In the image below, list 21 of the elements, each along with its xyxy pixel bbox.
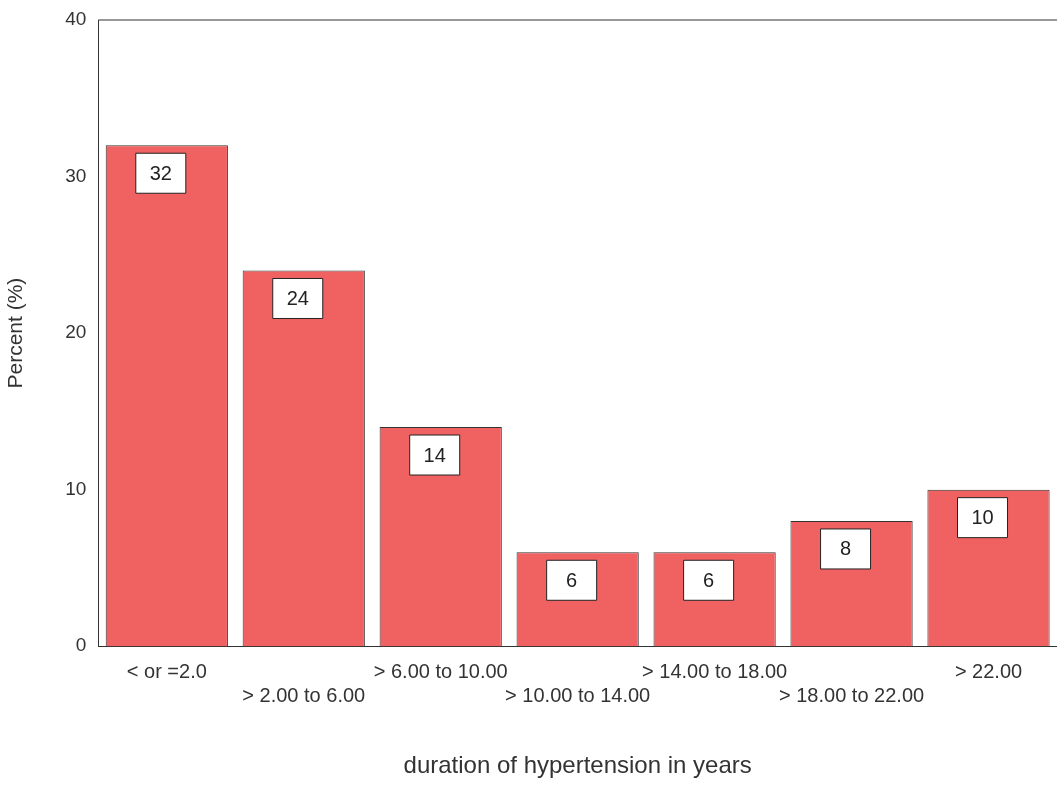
y-tick-label: 0: [75, 634, 87, 656]
y-tick-label: 30: [65, 164, 87, 186]
x-tick-label: > 10.00 to 14.00: [505, 683, 651, 706]
data-label: 14: [423, 443, 446, 466]
data-label: 32: [149, 161, 172, 184]
x-tick-label: > 6.00 to 10.00: [373, 659, 508, 682]
y-tick-label: 20: [65, 321, 87, 343]
data-label: 10: [971, 506, 994, 529]
x-tick-label: > 18.00 to 22.00: [779, 683, 925, 706]
x-tick-label: < or =2.0: [126, 659, 207, 682]
y-axis-title: Percent (%): [3, 277, 27, 389]
data-label: 6: [566, 568, 578, 591]
y-tick-label: 10: [65, 477, 87, 499]
x-axis-title: duration of hypertension in years: [403, 751, 752, 779]
data-label: 6: [703, 568, 715, 591]
data-label: 24: [286, 287, 309, 309]
x-tick-label: > 22.00: [954, 659, 1023, 682]
data-label: 8: [840, 537, 852, 560]
y-tick-label: 40: [65, 8, 87, 30]
x-tick-label: > 14.00 to 18.00: [642, 659, 788, 682]
x-tick-label: > 2.00 to 6.00: [242, 683, 366, 706]
